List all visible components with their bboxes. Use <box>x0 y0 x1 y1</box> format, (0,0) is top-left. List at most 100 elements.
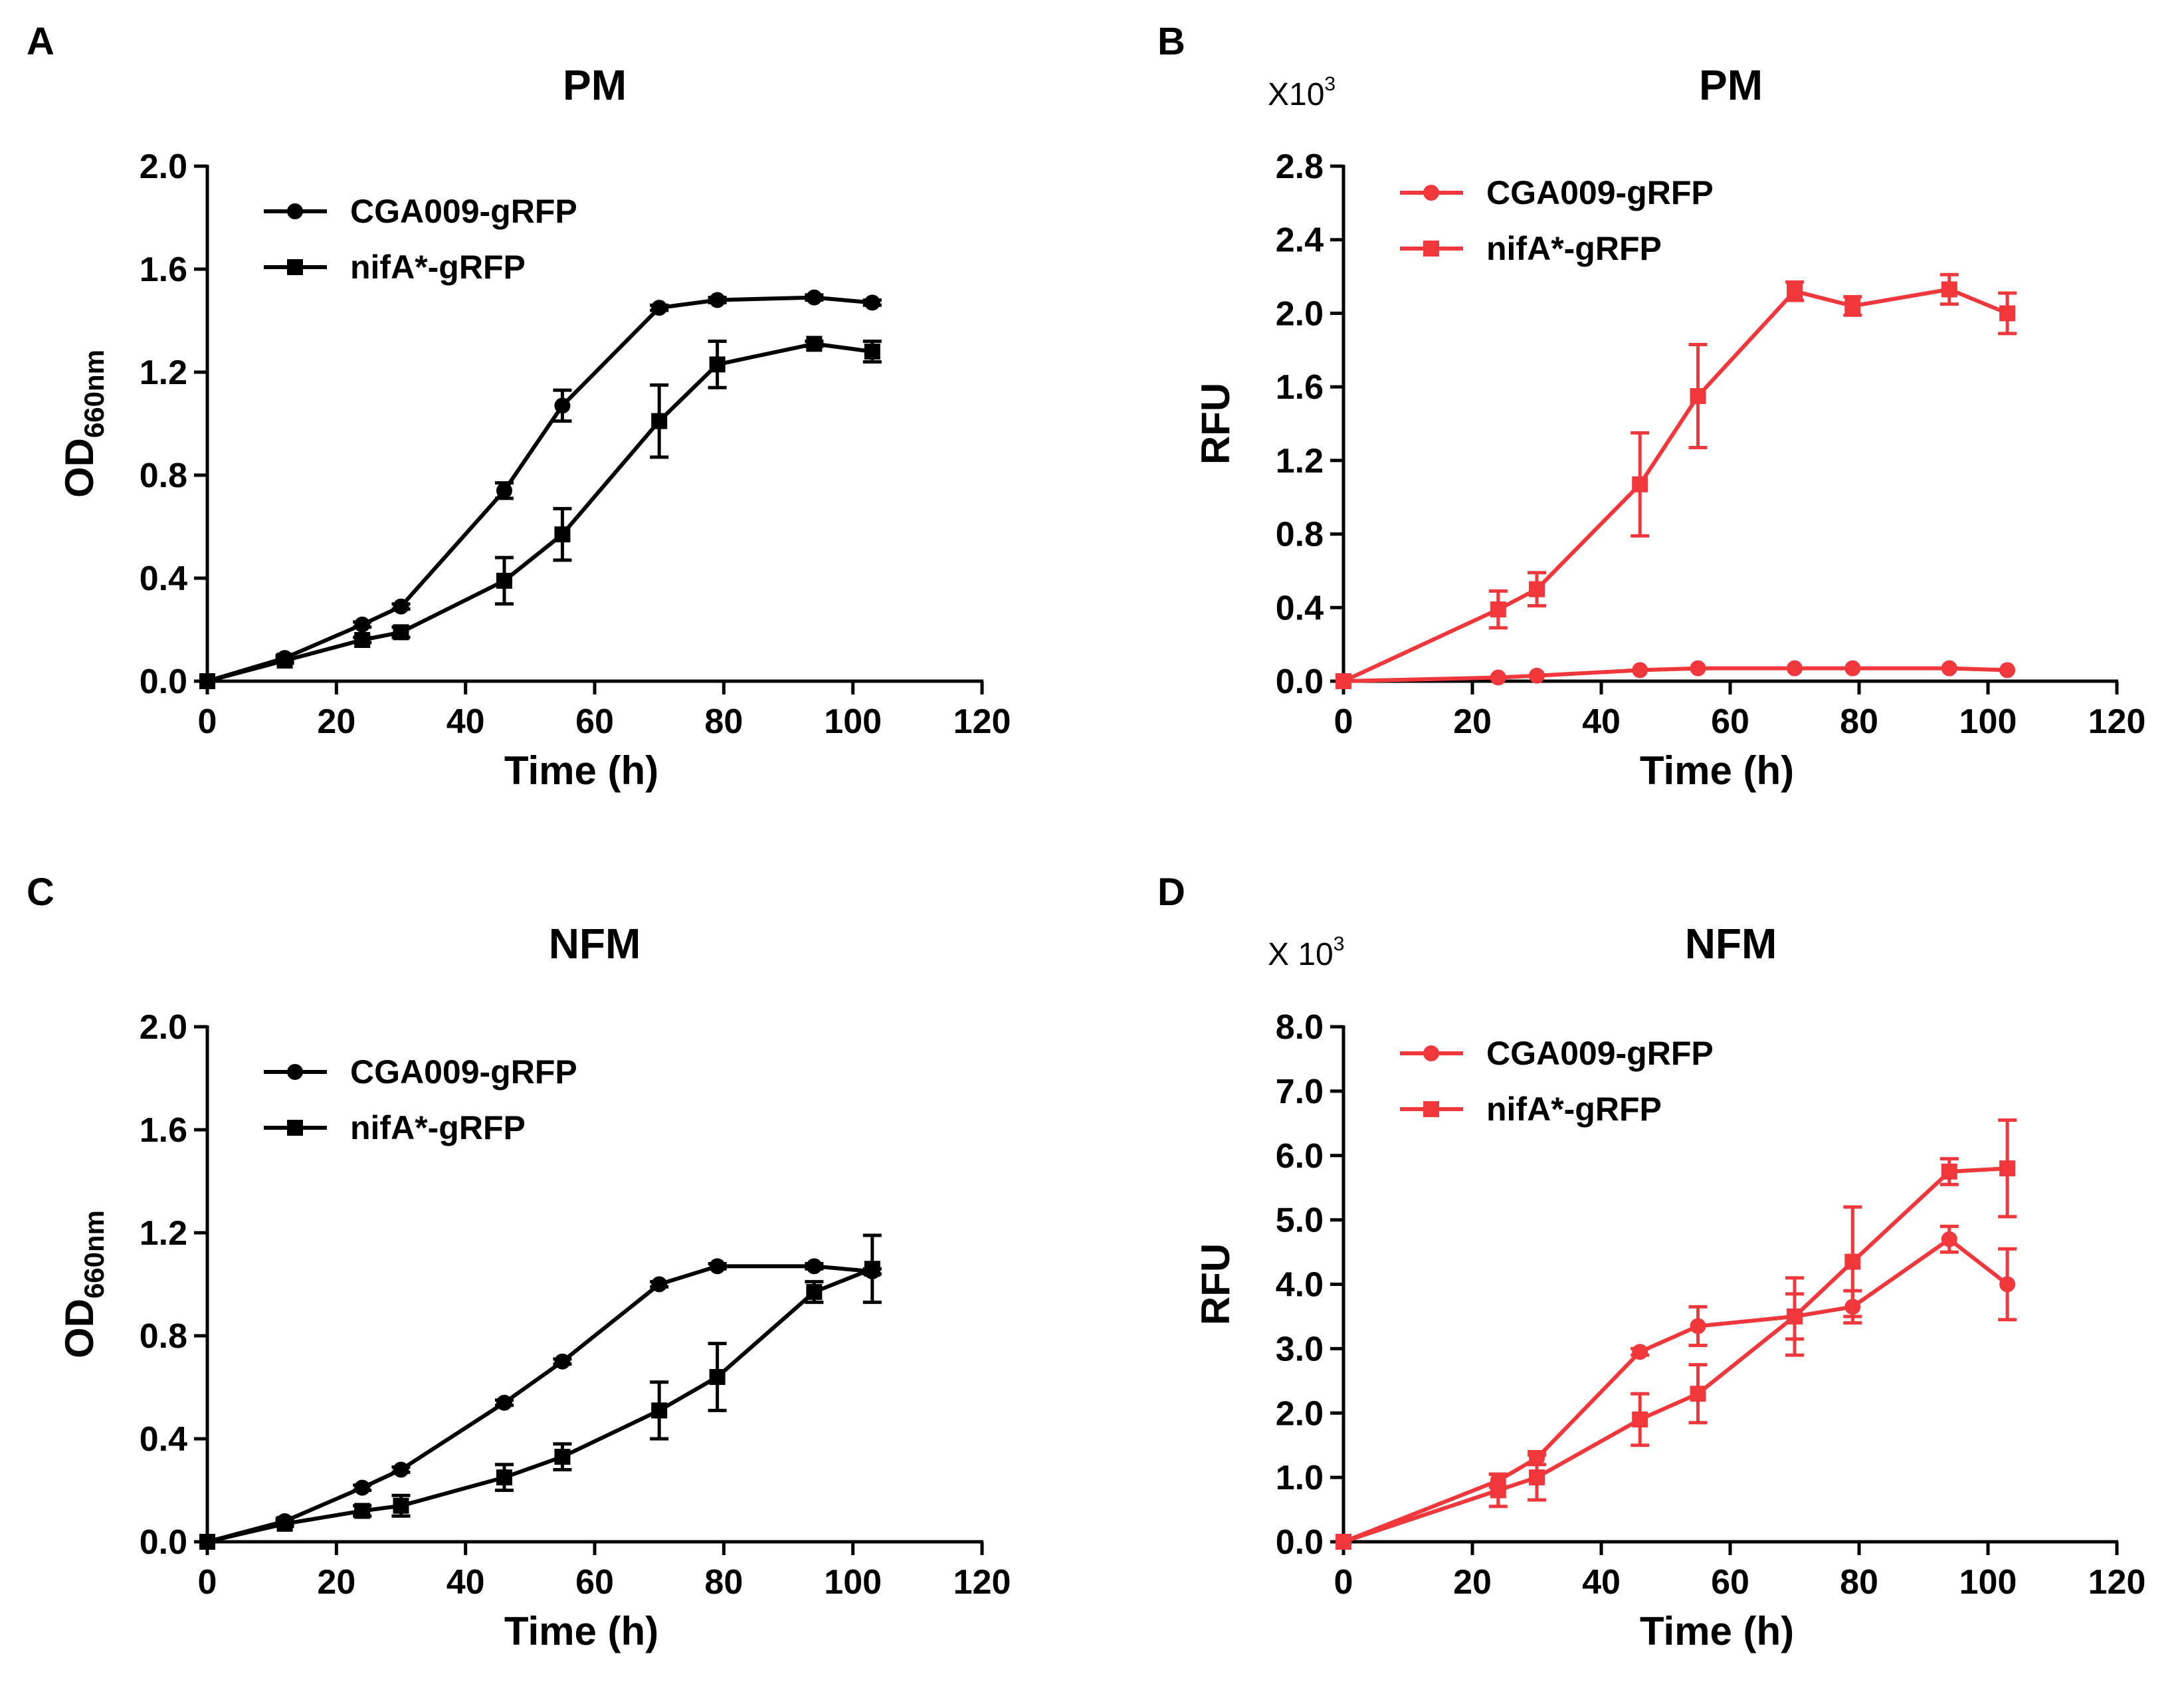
x-axis-title: Time (h) <box>1640 748 1794 793</box>
legend-marker-circle <box>1423 185 1439 201</box>
legend: CGA009-gRFP nifA*-gRFP <box>264 193 577 286</box>
y-axis-title: OD660nm <box>57 350 110 498</box>
panel-a: A PM 0 20 40 60 80 100 120 0.0 0.4 0.8 1.2 1.6 2.0 Time… <box>27 20 1011 793</box>
series-nifa <box>1336 1118 2017 1550</box>
series-line <box>1342 1237 2009 1544</box>
x-tick-label: 100 <box>824 1563 882 1602</box>
panel-letter: A <box>27 20 54 63</box>
x-tick-label: 20 <box>1453 1563 1492 1602</box>
y-tick-label: 1.6 <box>140 251 187 289</box>
x-tick-label: 100 <box>824 702 882 741</box>
x-tick-label: 40 <box>1582 1563 1621 1602</box>
data-point <box>354 1479 371 1496</box>
legend-label: CGA009-gRFP <box>350 193 577 230</box>
y-tick-label: 1.6 <box>140 1111 187 1150</box>
data-point <box>1690 1386 1706 1402</box>
data-point <box>1999 662 2016 679</box>
x-tick-label: 120 <box>2088 1563 2146 1602</box>
legend-label: nifA*-gRFP <box>1486 1091 1662 1128</box>
x-tick-label: 40 <box>447 702 485 741</box>
data-point <box>651 413 668 429</box>
data-point <box>709 1258 726 1275</box>
data-point <box>1999 1160 2016 1177</box>
y-axis-title: RFU <box>1193 1243 1238 1325</box>
x-tick-label: 60 <box>1711 1563 1749 1602</box>
panel-letter: D <box>1157 871 1185 914</box>
x-tick-label: 60 <box>575 1563 614 1602</box>
x-axis-title: Time (h) <box>504 1609 658 1653</box>
x-tick-label: 20 <box>1453 702 1492 741</box>
y-tick-label: 6.0 <box>1276 1137 1324 1176</box>
legend: CGA009-gRFP nifA*-gRFP <box>1400 1035 1714 1128</box>
series-cga009 <box>199 1258 882 1550</box>
data-point <box>1529 1469 1545 1486</box>
x-tick-label: 120 <box>2088 702 2146 741</box>
series-line <box>207 1267 873 1544</box>
legend-label: nifA*-gRFP <box>1486 230 1662 267</box>
x-tick-label: 60 <box>575 702 614 741</box>
data-point <box>496 1394 512 1411</box>
y-multiplier: X 103 <box>1268 933 1344 972</box>
y-tick-label: 2.0 <box>1276 294 1324 333</box>
series-line <box>207 342 873 683</box>
data-point <box>1941 1163 1957 1180</box>
series-line <box>1343 1166 2008 1544</box>
legend-label: CGA009-gRFP <box>350 1053 577 1091</box>
data-point <box>1787 1308 1803 1324</box>
x-tick-label: 0 <box>198 1563 217 1602</box>
x-tick-label: 40 <box>447 1563 485 1602</box>
data-point <box>709 356 726 373</box>
x-tick-label: 20 <box>317 1563 355 1602</box>
legend-label: nifA*-gRFP <box>350 249 526 286</box>
series-cga009 <box>1336 660 2016 689</box>
data-point <box>651 1276 668 1293</box>
data-point <box>806 1284 823 1301</box>
data-point <box>1690 1318 1706 1334</box>
legend-marker-circle <box>1423 1045 1439 1061</box>
x-tick-label: 60 <box>1711 702 1749 741</box>
x-axis-title: Time (h) <box>1640 1609 1794 1653</box>
data-point <box>1632 662 1648 679</box>
x-tick-label: 0 <box>1334 702 1353 741</box>
y-tick-label: 1.2 <box>140 1214 187 1253</box>
data-point <box>276 653 293 669</box>
data-point <box>393 1461 409 1478</box>
series-cga009 <box>1336 1224 2017 1550</box>
series-line <box>207 295 873 683</box>
data-point <box>393 598 409 615</box>
legend-label: CGA009-gRFP <box>1486 1035 1714 1072</box>
legend-item: nifA*-gRFP <box>264 249 526 286</box>
y-tick-label: 2.8 <box>1276 148 1324 186</box>
data-point <box>554 397 571 414</box>
x-tick-label: 80 <box>1840 1563 1878 1602</box>
data-point <box>806 289 823 306</box>
legend-item: CGA009-gRFP <box>1400 174 1714 211</box>
y-tick-label: 3.0 <box>1276 1330 1324 1368</box>
legend-label: CGA009-gRFP <box>1486 174 1714 211</box>
legend-item: nifA*-gRFP <box>1400 1091 1662 1128</box>
data-point <box>864 1261 880 1277</box>
x-tick-label: 0 <box>198 702 217 741</box>
y-tick-label: 1.2 <box>140 354 187 392</box>
y-tick-label: 2.0 <box>140 148 187 186</box>
data-point <box>709 292 726 308</box>
panel-d: D NFM X 103 0 20 40 60 80 100 120 0.0 1.0 2.0 3.0 4.0 5… <box>1157 871 2145 1653</box>
x-tick-label: 120 <box>953 702 1011 741</box>
series-nifa <box>199 1233 882 1550</box>
y-tick-label: 1.6 <box>1276 368 1324 407</box>
data-point <box>199 1534 215 1550</box>
data-point <box>1844 660 1861 677</box>
y-tick-label: 0.0 <box>1276 1523 1324 1562</box>
data-point <box>864 344 880 360</box>
panel-b: B PM X103 0 20 40 60 80 100 120 0.0 0.4 0.8 1.2 1.6 2.0… <box>1157 20 2145 793</box>
data-point <box>1941 281 1957 298</box>
y-tick-label: 0.4 <box>140 1420 187 1459</box>
x-tick-label: 40 <box>1582 702 1621 741</box>
y-tick-label: 0.8 <box>1276 516 1324 554</box>
data-point <box>496 482 512 499</box>
y-axis-title: OD660nm <box>57 1210 110 1358</box>
x-tick-label: 80 <box>704 1563 743 1602</box>
chart-title: PM <box>563 61 627 109</box>
data-point <box>393 624 409 641</box>
